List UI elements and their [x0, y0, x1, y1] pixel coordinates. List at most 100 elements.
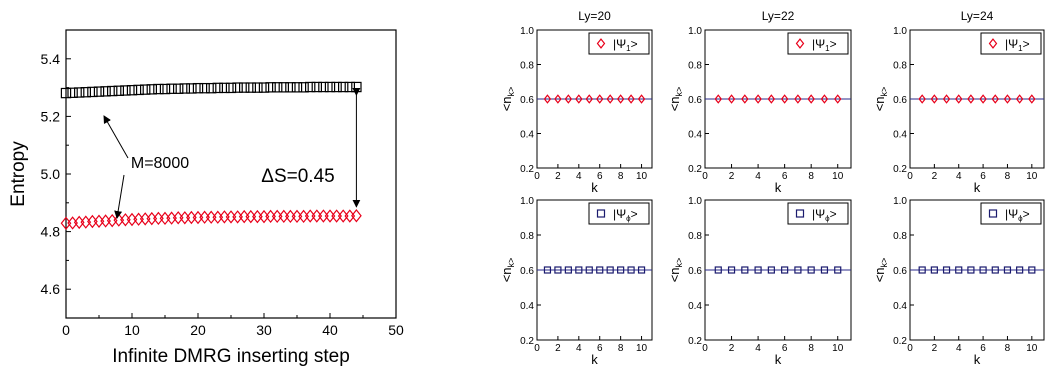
nk-y-tick-label: 0.2	[893, 164, 907, 175]
entropy-point	[212, 210, 224, 224]
entropy-x-tick-label: 30	[256, 322, 272, 338]
entropy-point	[265, 209, 276, 224]
nk-point	[554, 266, 562, 274]
nk-point	[780, 94, 789, 104]
nk-x-tick-label: 10	[832, 343, 844, 354]
entropy-point	[331, 81, 342, 93]
entropy-series-diamond	[60, 209, 362, 230]
nk-y-tick-label: 1.0	[688, 196, 702, 207]
nk-point	[767, 94, 776, 104]
nk-x-tick-label: 10	[1026, 171, 1038, 182]
entropy-point	[100, 214, 111, 228]
entropy-y-tick-label: 5.4	[41, 51, 61, 67]
entropy-point	[225, 210, 237, 224]
nk-x-tick-label: 0	[702, 343, 708, 354]
nk-y-tick-label: 0.8	[688, 231, 702, 242]
nk-y-axis-label: <nk>	[872, 258, 889, 283]
entropy-point	[311, 209, 323, 223]
entropy-point	[298, 82, 309, 93]
nk-x-tick-label: 8	[1005, 343, 1011, 354]
entropy-x-tick-label: 0	[62, 322, 70, 338]
entropy-point	[146, 84, 157, 95]
nk-point	[807, 266, 815, 274]
nk-point	[575, 266, 583, 274]
nk-y-tick-label: 0.8	[520, 61, 534, 72]
nk-x-axis-label: k	[974, 352, 981, 367]
nk-point	[714, 266, 722, 274]
entropy-y-axis-label: Entropy	[8, 141, 29, 207]
entropy-point	[304, 209, 316, 223]
nk-legend-label: |Ψϕ>	[613, 207, 638, 223]
nk-point	[754, 94, 762, 104]
nk-point	[575, 94, 583, 104]
nk-point	[991, 266, 999, 274]
nk-x-tick-label: 2	[729, 343, 735, 354]
nk-x-tick-label: 2	[555, 343, 561, 354]
nk-legend-label: |Ψ1>	[812, 37, 837, 53]
nk-point	[564, 94, 573, 104]
nk-point	[794, 266, 802, 274]
nk-point	[1003, 266, 1012, 274]
entropy-x-tick-label: 10	[124, 322, 140, 338]
nk-y-tick-label: 0.2	[520, 336, 534, 347]
nk-point	[955, 266, 963, 274]
nk-point	[727, 266, 736, 274]
nk-y-axis-label: <nk>	[499, 258, 516, 283]
nk-point	[606, 266, 614, 274]
nk-y-tick-label: 0.6	[893, 95, 907, 106]
nk-legend-box	[588, 202, 650, 225]
nk-point	[820, 94, 829, 104]
nk-legend-label: |Ψϕ>	[1005, 207, 1030, 223]
nk-x-tick-label: 6	[782, 171, 788, 182]
entropy-x-tick-label: 50	[388, 322, 404, 338]
nk-y-tick-label: 1.0	[688, 26, 702, 37]
nk-x-tick-label: 8	[808, 343, 814, 354]
entropy-point	[106, 85, 118, 97]
annotation-arrow-lower	[114, 174, 125, 219]
entropy-point	[285, 82, 296, 93]
nk-point	[991, 94, 1000, 104]
nk-point	[930, 266, 938, 274]
entropy-point	[60, 87, 72, 99]
entropy-series-square	[60, 81, 362, 99]
nk-point	[979, 266, 987, 274]
entropy-point	[93, 214, 105, 228]
nk-y-tick-label: 1.0	[520, 26, 534, 37]
nk-point	[1028, 94, 1036, 104]
nk-x-tick-label: 2	[555, 171, 561, 182]
nk-legend-box	[787, 202, 849, 225]
nk-x-tick-label: 4	[576, 343, 582, 354]
nk-point	[918, 94, 926, 104]
entropy-point	[146, 211, 158, 226]
nk-x-axis-label: k	[591, 180, 598, 195]
entropy-point	[318, 209, 329, 223]
entropy-point	[140, 84, 151, 95]
entropy-point	[166, 83, 177, 94]
entropy-point	[219, 82, 230, 94]
entropy-point	[258, 82, 270, 93]
nk-x-tick-label: 10	[832, 171, 844, 182]
nk-panel-title: Ly=24	[961, 9, 994, 23]
nk-point	[1015, 94, 1024, 104]
nk-y-axis-label: <nk>	[667, 87, 684, 112]
nk-point	[714, 94, 723, 104]
entropy-point	[232, 82, 243, 93]
nk-x-axis-label: k	[775, 180, 782, 195]
annotation-arrow-upper	[103, 115, 129, 159]
entropy-point	[298, 209, 309, 224]
entropy-point	[133, 212, 144, 226]
entropy-point	[192, 82, 204, 94]
nk-panel-1: 0 2 4 6 8 10 0.2 0.4 0.6 0.8 1.0 k <nk> Ly=20|Ψ1>	[499, 9, 653, 195]
nk-point	[918, 266, 926, 274]
nk-legend-marker	[596, 38, 606, 49]
entropy-point	[225, 82, 237, 94]
nk-y-tick-label: 1.0	[520, 196, 534, 207]
nk-point	[617, 266, 625, 274]
nk-legend-box	[980, 32, 1042, 55]
nk-x-tick-label: 4	[576, 171, 582, 182]
entropy-point	[291, 82, 303, 93]
nk-point	[820, 266, 829, 274]
entropy-point	[271, 209, 283, 224]
nk-point	[616, 94, 625, 104]
nk-legend-box	[588, 32, 650, 55]
